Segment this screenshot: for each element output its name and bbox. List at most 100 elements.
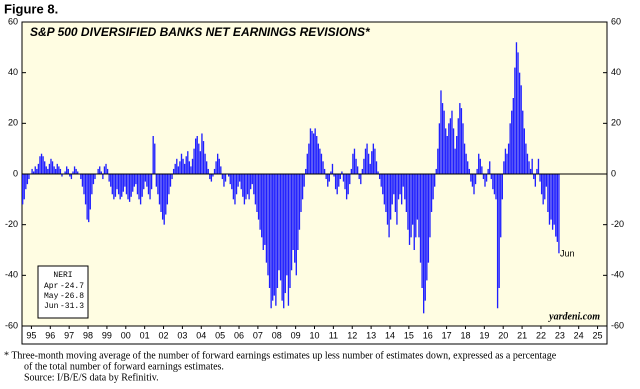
legend-month: Jun bbox=[44, 302, 59, 311]
bar bbox=[102, 174, 104, 180]
bar bbox=[69, 174, 71, 177]
bar bbox=[174, 163, 176, 174]
bar bbox=[517, 52, 519, 174]
bar bbox=[289, 174, 291, 288]
bar bbox=[459, 103, 461, 174]
bar bbox=[320, 153, 323, 174]
bar bbox=[468, 168, 470, 174]
y-tick-label: 0 bbox=[13, 168, 18, 178]
bar bbox=[427, 174, 430, 263]
bar bbox=[179, 161, 181, 174]
bar bbox=[180, 153, 183, 174]
bar bbox=[371, 151, 373, 174]
footnote: * Three-month moving average of the numb… bbox=[4, 350, 557, 361]
y-tick-label-right: -20 bbox=[611, 219, 624, 229]
bar bbox=[212, 174, 214, 177]
x-tick-label: 97 bbox=[64, 330, 74, 340]
bar bbox=[457, 118, 459, 174]
bar bbox=[509, 123, 511, 174]
bar bbox=[254, 174, 257, 205]
bar bbox=[429, 174, 431, 238]
bar bbox=[207, 168, 209, 174]
bar bbox=[182, 158, 184, 174]
bar bbox=[45, 166, 47, 174]
bar bbox=[512, 98, 514, 174]
bar bbox=[187, 151, 189, 174]
bar bbox=[172, 168, 175, 174]
bar bbox=[248, 174, 250, 200]
bar bbox=[389, 174, 392, 220]
bar bbox=[124, 174, 126, 187]
bar bbox=[147, 174, 150, 195]
x-tick-label: 16 bbox=[423, 330, 433, 340]
x-tick-label: 05 bbox=[215, 330, 225, 340]
bar bbox=[300, 174, 302, 212]
bar bbox=[160, 174, 162, 212]
bar bbox=[169, 174, 172, 187]
bar bbox=[322, 161, 324, 174]
bar bbox=[303, 174, 305, 187]
bar bbox=[399, 174, 401, 195]
bar bbox=[278, 174, 280, 271]
bar bbox=[330, 171, 332, 174]
bar bbox=[405, 174, 408, 212]
bar bbox=[479, 158, 481, 174]
bar bbox=[378, 174, 381, 180]
bar bbox=[418, 174, 420, 238]
bar bbox=[99, 166, 101, 174]
bar bbox=[311, 130, 313, 174]
bar bbox=[336, 174, 338, 195]
bar bbox=[279, 174, 282, 281]
legend-box bbox=[37, 265, 89, 319]
bar bbox=[209, 174, 211, 180]
bar bbox=[342, 174, 345, 182]
bar bbox=[363, 158, 365, 174]
bar bbox=[496, 174, 499, 309]
bar bbox=[323, 168, 326, 174]
bar bbox=[295, 174, 297, 276]
bar bbox=[105, 163, 107, 174]
bar bbox=[297, 174, 299, 250]
bar bbox=[114, 174, 117, 197]
bar bbox=[73, 166, 76, 174]
bar bbox=[146, 174, 148, 187]
bar bbox=[201, 133, 203, 174]
bar bbox=[286, 174, 288, 276]
bar bbox=[507, 143, 510, 174]
bar bbox=[119, 174, 121, 200]
bar bbox=[421, 174, 423, 288]
legend-month: Apr bbox=[44, 282, 59, 291]
bar bbox=[487, 168, 489, 174]
bar bbox=[199, 151, 202, 174]
bar bbox=[234, 174, 236, 205]
x-tick-label: 08 bbox=[272, 330, 282, 340]
x-tick-label: 15 bbox=[404, 330, 414, 340]
bar bbox=[522, 110, 524, 174]
bar bbox=[393, 174, 395, 195]
bar bbox=[268, 174, 271, 288]
bar bbox=[50, 158, 52, 174]
bar bbox=[301, 174, 304, 200]
bar bbox=[80, 174, 82, 180]
x-tick-label: 04 bbox=[196, 330, 206, 340]
y-tick-label-right: 20 bbox=[611, 118, 621, 128]
bar bbox=[375, 161, 378, 174]
x-tick-label: 98 bbox=[83, 330, 93, 340]
bar bbox=[333, 174, 335, 177]
bar bbox=[61, 174, 63, 177]
bar bbox=[97, 168, 99, 174]
x-tick-label: 10 bbox=[309, 330, 319, 340]
bar bbox=[273, 174, 275, 296]
bar bbox=[548, 174, 551, 225]
bar bbox=[380, 174, 382, 187]
x-tick-label: 99 bbox=[102, 330, 112, 340]
bar bbox=[48, 163, 51, 174]
x-tick-label: 01 bbox=[140, 330, 150, 340]
bar bbox=[484, 174, 486, 187]
x-tick-label: 07 bbox=[253, 330, 263, 340]
x-tick-label: 11 bbox=[329, 330, 338, 340]
bar bbox=[345, 174, 348, 200]
bar bbox=[334, 174, 337, 190]
bar bbox=[437, 148, 439, 174]
bar bbox=[232, 174, 235, 200]
